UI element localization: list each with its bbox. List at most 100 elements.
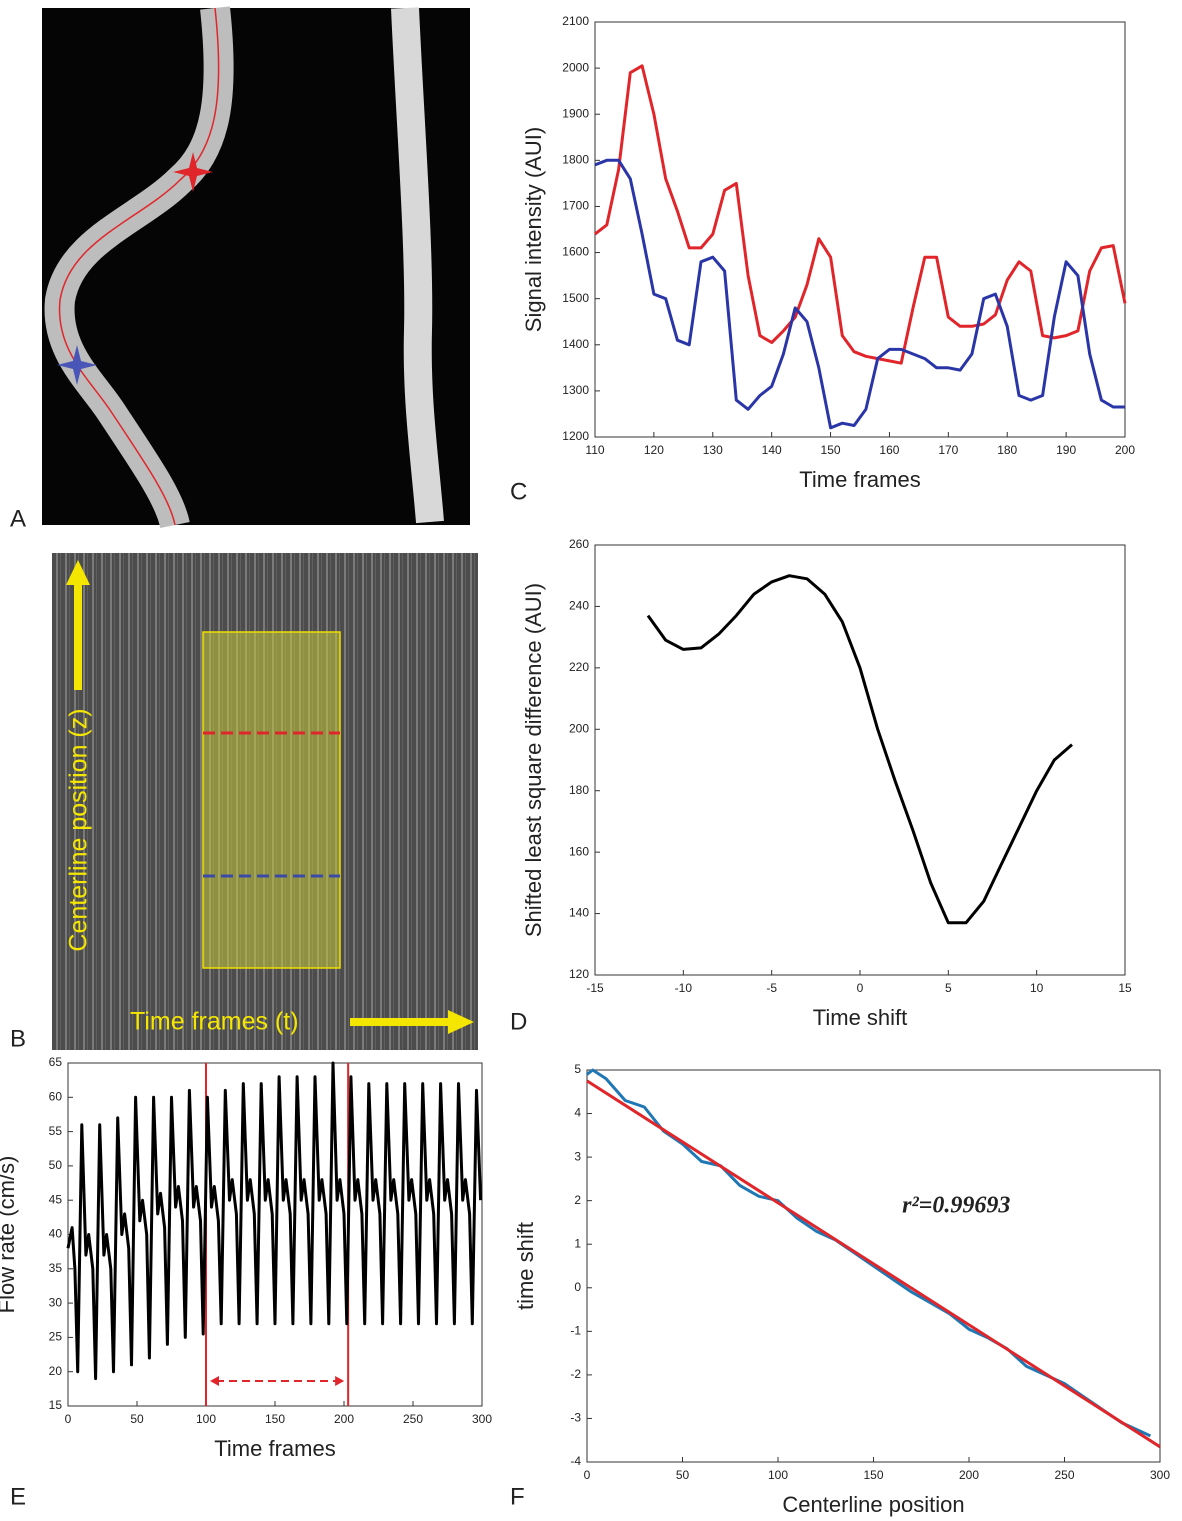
x-tick-label: 50 [130,1412,144,1426]
panel-label: C [510,478,527,505]
y-tick-label: -2 [570,1367,581,1381]
y-tick-label: 1900 [562,106,589,120]
y-tick-label: 3 [574,1149,581,1163]
panel-label: E [10,1483,26,1510]
x-axis-title: Time shift [813,1005,908,1030]
y-tick-label: 140 [569,906,589,920]
y-tick-label: 60 [49,1089,63,1103]
y-tick-label: 4 [574,1106,581,1120]
series-line [594,64,1127,365]
y-tick-label: 20 [49,1364,63,1378]
panel-label: D [510,1008,527,1035]
x-tick-label: 10 [1030,981,1044,995]
y-tick-label: 35 [49,1261,63,1275]
roi [202,631,341,969]
series-line [66,1061,483,1381]
y-tick-label: 25 [49,1330,63,1344]
y-text: Centerline position (z) [65,708,93,951]
y-tick-label: 40 [49,1227,63,1241]
y-tick-label: -3 [570,1411,581,1425]
y-tick-label: 0 [574,1280,581,1294]
y-axis-title: Flow rate (cm/s) [0,1156,19,1314]
panel-label: F [510,1483,525,1510]
x-tick-label: 170 [938,443,958,457]
x-tick-label: 120 [644,443,664,457]
x-tick-label: 5 [945,981,952,995]
x-tick-label: 250 [1054,1468,1074,1482]
y-tick-label: 120 [569,967,589,981]
series-line [586,1079,1161,1449]
y-tick-label: 15 [49,1398,63,1412]
x-tick-label: 300 [1150,1468,1170,1482]
x-tick-label: 200 [959,1468,979,1482]
star-blue [57,345,97,385]
y-tick-label: 1400 [562,337,589,351]
y-tick-label: 55 [49,1124,63,1138]
x-tick-label: 190 [1056,443,1076,457]
y-tick-label: 1200 [562,429,589,443]
y-tick-label: 1600 [562,245,589,259]
y-tick-label: 2000 [562,60,589,74]
x-tick-label: 150 [863,1468,883,1482]
x-tick-label: -15 [586,981,604,995]
y-tick-label: 30 [49,1295,63,1309]
y-tick-label: 1500 [562,291,589,305]
y-tick-label: 260 [569,537,589,551]
x-tick-label: 0 [65,1412,72,1426]
y-tick-label: 1800 [562,153,589,167]
x-tick-label: 100 [768,1468,788,1482]
star-red [173,152,213,192]
x-tick-label: 200 [1115,443,1135,457]
x-axis-title: Time frames [799,467,920,492]
x-tick-label: 0 [857,981,864,995]
arrow-head [448,1010,474,1034]
x-tick-label: 15 [1118,981,1132,995]
x-tick-label: 0 [584,1468,591,1482]
y-tick-label: 65 [49,1055,63,1069]
x-tick-label: 130 [703,443,723,457]
x-tick-label: 180 [997,443,1017,457]
y-tick-label: 2100 [562,14,589,28]
arrow-head [66,560,90,585]
y-tick-label: 5 [574,1062,581,1076]
plot-frame [594,544,1126,976]
y-axis-title: Shifted least square difference (AUI) [521,583,546,937]
x-tick-label: 100 [196,1412,216,1426]
panel-label: B [10,1025,26,1052]
x-tick-label: 150 [265,1412,285,1426]
series-line [646,574,1073,925]
y-tick-label: 200 [569,721,589,735]
x-tick-label: 110 [585,443,604,457]
x-tick-label: 250 [403,1412,423,1426]
y-axis-title: Signal intensity (AUI) [521,127,546,332]
y-tick-label: 2 [574,1193,581,1207]
y-tick-label: 220 [569,660,589,674]
y-tick-label: 45 [49,1192,63,1206]
x-tick-label: 50 [676,1468,690,1482]
x-axis-title: Centerline position [782,1492,964,1517]
vessel-straight [391,7,444,524]
x-tick-label: 200 [334,1412,354,1426]
y-tick-label: 1700 [562,199,589,213]
y-tick-label: -4 [570,1454,581,1468]
y-axis-title: time shift [513,1222,538,1310]
y-tick-label: 50 [49,1158,63,1172]
x-tick-label: 160 [879,443,899,457]
annotation: r²=0.99693 [902,1193,1010,1219]
y-tick-label: 240 [569,599,589,613]
panel-a: A [10,6,470,532]
y-tick-label: 1 [574,1236,581,1250]
x-axis-title: Time frames [214,1436,335,1461]
y-tick-label: 1300 [562,383,589,397]
x-tick-label: -10 [675,981,693,995]
x-tick-label: 150 [821,443,841,457]
y-tick-label: 160 [569,844,589,858]
y-tick-label: 180 [569,783,589,797]
x-tick-label: 140 [762,443,782,457]
panel-b: Centerline position (z) Time frames (t) … [10,553,478,1052]
x-text: Time frames (t) [130,1008,299,1036]
x-tick-label: 300 [472,1412,492,1426]
panel-label: A [10,505,26,532]
y-tick-label: -1 [570,1324,581,1338]
